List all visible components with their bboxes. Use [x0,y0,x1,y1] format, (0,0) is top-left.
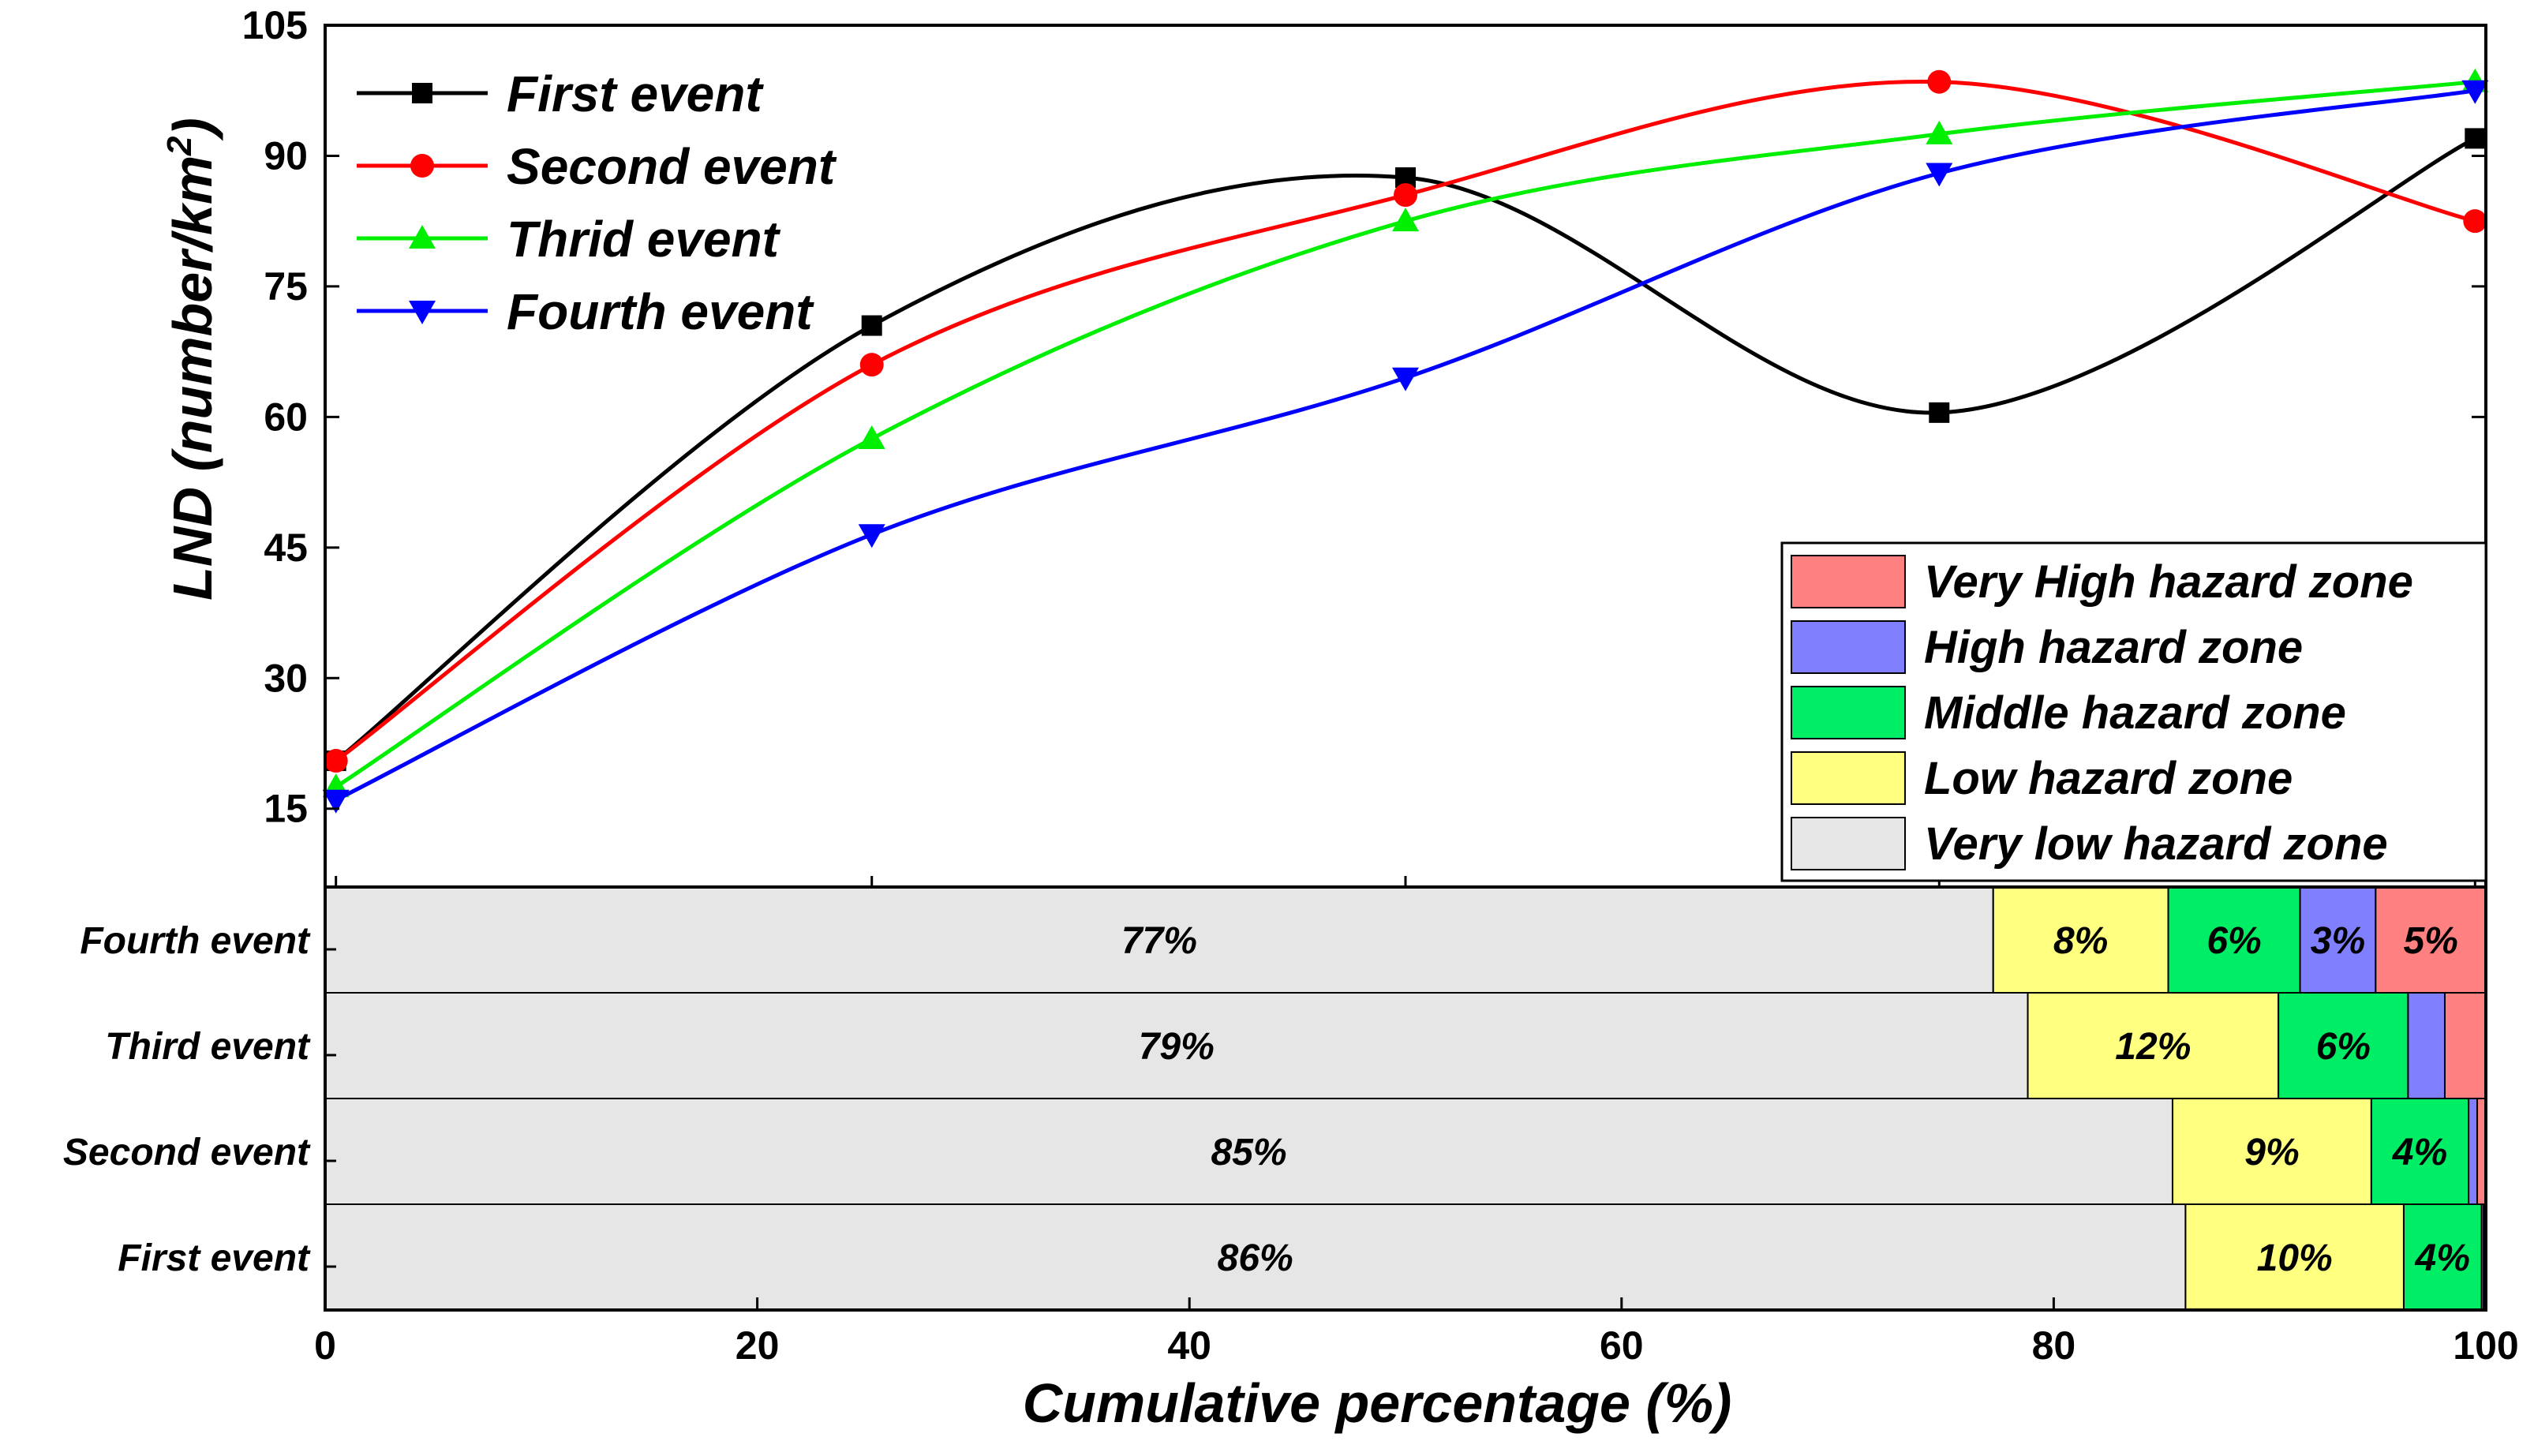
zone-legend: Very High hazard zone High hazard zone Mid… [1780,541,2487,882]
bar-segment [324,1203,2187,1311]
bar-percent-label: 8% [2053,920,2108,962]
data-point [2461,80,2489,104]
zone-swatch [1791,686,1906,739]
bar-percent-label: 10% [2257,1237,2333,1279]
y-tick-label: 30 [264,656,308,700]
zone-legend-label: Very High hazard zone [1924,556,2413,608]
bar-segment [2171,1098,2372,1205]
y-axis-title: LND (number/km2) [160,118,223,601]
zone-legend-label: Very low hazard zone [1924,818,2388,870]
series-legend: First event Second event Thrid event Fourth… [357,66,837,340]
bar-percent-labels: 77% 8% 6% 3% 5% Fourth event 79% 12% 6% Third eve… [63,920,2470,1279]
y-tick-label: 90 [264,133,308,178]
legend-marker [412,83,432,103]
data-point [322,789,350,814]
bar-percent-label: 6% [2206,920,2261,962]
y-tick-label: 15 [264,787,308,831]
y-tick-label: 45 [264,526,308,570]
data-point [1392,208,1419,232]
data-point [859,353,884,377]
bar-percent-label: 6% [2316,1026,2371,1068]
bar-percent-label: 85% [1211,1132,1286,1173]
bar-segment [2407,992,2446,1099]
zone-swatch [1791,620,1906,674]
data-point [858,425,885,449]
bar-category-label: First event [118,1237,311,1279]
bar-percent-label: 4% [2392,1132,2447,1173]
legend-label: Fourth event [507,283,814,340]
bar-percent-label: 77% [1121,920,1197,962]
x-axis-title: Cumulative percentage (%) [1023,1372,1732,1434]
data-point [2465,128,2486,149]
data-point [861,315,882,336]
y-tick-label: 105 [242,3,308,47]
x-tick-label: 60 [1600,1323,1644,1368]
data-point [1394,183,1417,208]
data-point [1929,402,1950,423]
x-tick-label: 80 [2032,1323,2076,1368]
legend-label: First event [507,66,764,122]
bar-segment [2402,1203,2483,1311]
bar-percent-label: 9% [2244,1132,2299,1173]
data-point [1926,163,1953,187]
bar-segment [2468,1098,2479,1205]
data-point [858,524,885,548]
data-point [1392,367,1419,391]
data-point [1927,69,1952,94]
zone-legend-label: Low hazard zone [1924,753,2293,804]
bar-segment [2278,992,2409,1099]
bar-segment [2027,992,2280,1099]
bar-percent-label: 12% [2115,1026,2191,1068]
bar-percent-label: 4% [2415,1237,2470,1279]
zone-legend-label: Middle hazard zone [1924,687,2346,739]
zone-swatch [1791,817,1906,870]
bar-category-label: Fourth event [80,920,311,962]
x-tick-label: 40 [1167,1323,1211,1368]
bar-segment [2443,992,2487,1099]
zone-swatch [1791,751,1906,805]
data-point [324,749,348,773]
bar-category-label: Second event [63,1132,311,1173]
bar-segment [324,886,1994,994]
data-point [1926,120,1953,144]
data-point [2463,209,2487,234]
legend-marker [409,301,436,324]
x-tick-label: 0 [314,1323,336,1368]
zone-swatch [1791,555,1906,608]
zone-legend-label: High hazard zone [1924,622,2303,673]
bar-segment [2167,886,2301,994]
series-line [335,80,2476,789]
bar-percent-label: 79% [1139,1026,1215,1068]
legend-label: Second event [507,138,837,195]
legend-marker [409,225,436,249]
bar-category-label: Third event [105,1026,311,1068]
bar-percent-label: 3% [2311,920,2365,962]
legend-label: Thrid event [507,211,781,268]
bar-percent-label: 86% [1218,1237,1293,1279]
bar-percent-label: 5% [2403,920,2457,962]
x-tick-label: 20 [735,1323,780,1368]
y-tick-label: 75 [264,264,308,309]
line-series [322,68,2489,814]
stacked-bars [324,886,2487,1311]
legend-marker [410,154,434,178]
x-tick-label: 100 [2453,1323,2518,1368]
y-tick-label: 60 [264,395,308,439]
